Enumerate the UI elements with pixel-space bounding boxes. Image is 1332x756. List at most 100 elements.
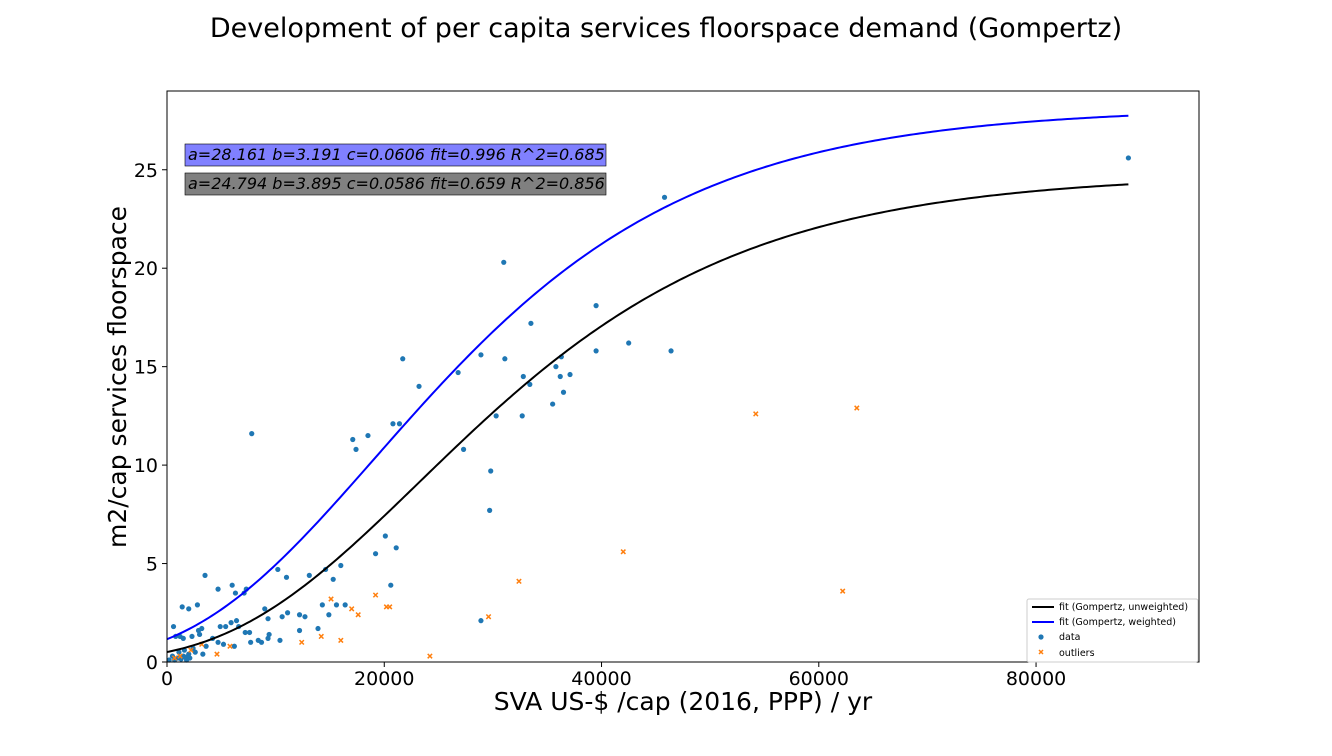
point-data <box>279 614 285 620</box>
y-tick-label: 15 <box>134 357 158 379</box>
legend-marker-data <box>1038 634 1044 640</box>
point-data <box>390 421 396 427</box>
y-tick-label: 5 <box>146 554 158 576</box>
point-data <box>388 582 394 588</box>
y-tick-label: 25 <box>134 160 158 182</box>
point-data <box>567 371 573 378</box>
point-data <box>170 623 177 630</box>
point-data <box>393 545 399 551</box>
point-outliers <box>328 596 334 602</box>
x-axis-label: SVA US-$ /cap (2016, PPP) / yr <box>494 687 873 716</box>
point-data <box>223 623 229 630</box>
point-data <box>203 643 209 649</box>
fit-parameter-annotations: a=28.161 b=3.191 c=0.0606 fit=0.996 R^2=… <box>184 143 607 196</box>
point-data <box>196 631 203 638</box>
point-data <box>258 639 265 645</box>
x-tick-label: 20000 <box>354 668 414 690</box>
y-tick-label: 0 <box>146 652 158 674</box>
point-data <box>372 551 379 557</box>
point-outliers <box>516 578 522 585</box>
x-tick-label: 0 <box>161 668 173 690</box>
point-data <box>593 348 599 354</box>
legend-label-unweighted: fit (Gompertz, unweighted) <box>1059 602 1188 613</box>
point-data <box>194 602 201 608</box>
point-data <box>215 639 221 645</box>
annotation-unweighted-text: a=24.794 b=3.895 c=0.0586 fit=0.659 R^2=… <box>188 174 605 193</box>
x-tick-label: 80000 <box>1006 668 1066 690</box>
point-data <box>176 649 182 655</box>
y-tick-label: 10 <box>134 455 158 477</box>
point-data <box>166 657 172 663</box>
point-data <box>668 348 674 354</box>
point-outliers <box>318 633 324 640</box>
point-outliers <box>854 405 860 411</box>
point-data <box>248 639 254 645</box>
point-data <box>319 602 325 608</box>
point-data <box>501 259 507 265</box>
point-data <box>232 590 239 596</box>
legend-label-weighted: fit (Gompertz, weighted) <box>1059 617 1176 628</box>
point-outliers <box>298 639 305 646</box>
point-data <box>233 618 240 624</box>
point-data <box>330 576 336 582</box>
point-outliers <box>839 588 846 594</box>
point-data <box>455 369 461 376</box>
point-data <box>183 657 190 663</box>
point-outliers <box>348 606 355 612</box>
point-data <box>661 194 668 200</box>
point-data <box>189 633 195 640</box>
point-data <box>192 649 198 655</box>
point-data <box>296 627 303 634</box>
point-data <box>229 582 235 588</box>
point-data <box>277 637 283 643</box>
point-data <box>626 340 632 346</box>
point-data <box>527 381 533 387</box>
point-data <box>478 352 484 358</box>
point-data <box>200 651 206 657</box>
point-data <box>350 436 356 443</box>
point-outliers <box>485 613 492 620</box>
point-data <box>217 623 223 630</box>
point-outliers <box>427 653 433 659</box>
point-data <box>202 572 208 578</box>
point-data <box>342 602 348 608</box>
point-outliers <box>171 655 178 661</box>
point-data <box>199 625 205 632</box>
series-outliers <box>171 405 860 661</box>
point-data <box>519 413 525 419</box>
point-data <box>180 635 186 641</box>
point-outliers <box>372 592 379 598</box>
point-data <box>365 432 371 439</box>
legend-box <box>1026 598 1199 663</box>
point-data <box>265 616 271 622</box>
legend: fit (Gompertz, unweighted) fit (Gompertz… <box>1026 598 1199 663</box>
x-tick-label: 60000 <box>789 668 849 690</box>
point-outliers <box>188 647 194 653</box>
point-data <box>284 610 291 616</box>
point-data <box>396 421 403 427</box>
point-data <box>557 373 563 380</box>
point-outliers <box>177 653 183 659</box>
y-axis: 0 5 10 15 20 25 <box>134 160 167 674</box>
point-data <box>220 641 227 647</box>
point-data <box>215 586 221 592</box>
point-data <box>416 383 422 389</box>
point-outliers <box>214 651 220 657</box>
legend-label-data: data <box>1059 632 1080 643</box>
point-data <box>302 614 308 620</box>
point-data <box>488 468 494 474</box>
point-data <box>560 389 567 395</box>
point-data <box>231 643 237 649</box>
point-data <box>593 303 599 309</box>
point-data <box>333 602 340 608</box>
fit-curve <box>166 183 1129 654</box>
point-data <box>246 629 253 636</box>
point-outliers <box>753 411 759 417</box>
point-data <box>400 356 406 362</box>
point-data <box>353 446 359 452</box>
point-data <box>487 507 493 513</box>
point-outliers <box>355 612 361 618</box>
series-data <box>166 155 1131 663</box>
point-data <box>186 606 192 612</box>
